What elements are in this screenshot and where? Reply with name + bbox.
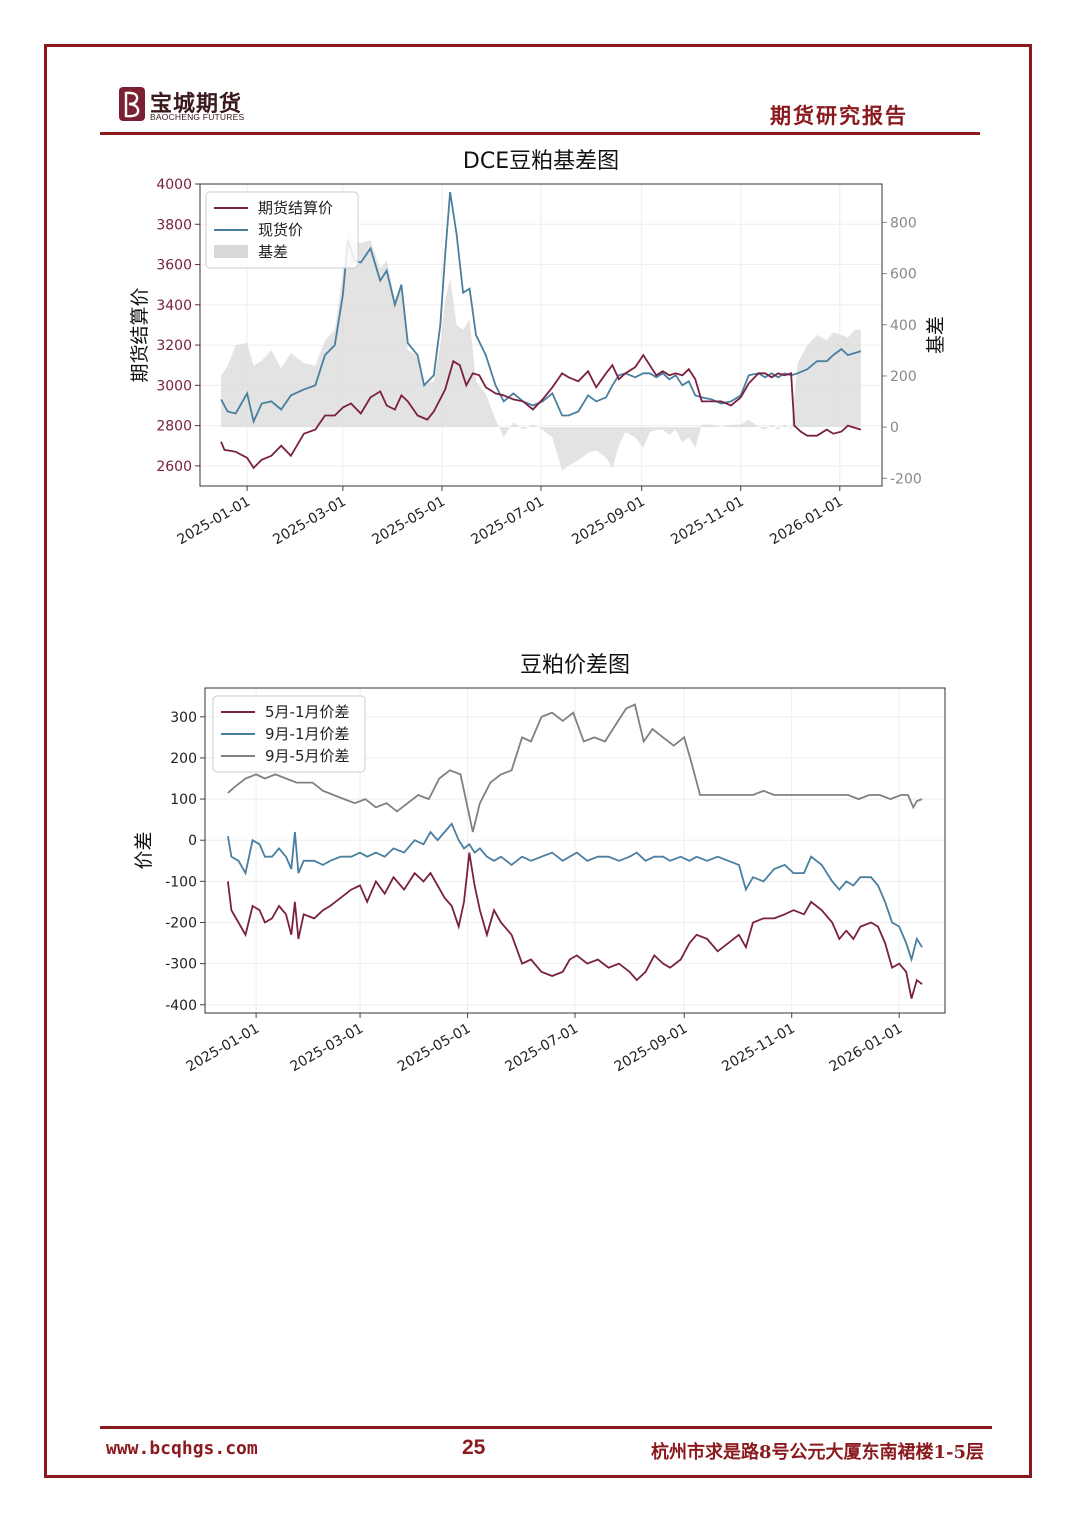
x-tick-label: 2025-09-01 bbox=[569, 494, 647, 549]
x-tick-label: 2025-01-01 bbox=[184, 1021, 262, 1076]
x-tick-label: 2025-11-01 bbox=[668, 494, 746, 549]
x-tick-label: 2026-01-01 bbox=[827, 1021, 905, 1076]
y-axis-label: 价差 bbox=[133, 831, 155, 869]
y-tick-label: 200 bbox=[170, 751, 197, 767]
y-right-tick-label: 200 bbox=[890, 369, 917, 385]
y-left-tick-label: 3200 bbox=[156, 338, 192, 354]
y-left-axis-label: 期货结算价 bbox=[129, 287, 151, 382]
legend-label: 期货结算价 bbox=[258, 199, 333, 217]
legend-label: 9月-1月价差 bbox=[265, 725, 350, 743]
spread-chart: 豆粕价差图 2025-01-01 2025-03-01 2025-05-01 2025-… bbox=[133, 653, 946, 1076]
chart-title: 豆粕价差图 bbox=[520, 653, 630, 678]
legend-swatch bbox=[214, 245, 248, 258]
y-left-tick-label: 4000 bbox=[156, 177, 192, 193]
header-divider bbox=[100, 132, 980, 135]
y-tick-label: 100 bbox=[170, 792, 197, 808]
y-tick-label: -200 bbox=[165, 915, 197, 931]
y-tick-label: -100 bbox=[165, 874, 197, 890]
series-line-spot bbox=[220, 191, 862, 425]
series-area-basis bbox=[221, 227, 861, 471]
x-tick-label: 2025-01-01 bbox=[175, 494, 253, 549]
basis-chart: DCE豆粕基差图 2025-01-01 2025-03-01 2025-05-01 20… bbox=[129, 149, 947, 549]
y-left-tick-label: 3600 bbox=[156, 258, 192, 274]
footer-address: 杭州市求是路8号公元大厦东南裙楼1-5层 bbox=[650, 1442, 984, 1463]
report-type-title: 期货研究报告 bbox=[770, 103, 908, 128]
footer-website[interactable]: www.bcqhgs.com bbox=[106, 1438, 258, 1459]
y-left-tick-label: 2600 bbox=[156, 459, 192, 475]
series-line-spread-5-1 bbox=[227, 852, 923, 999]
y-left-tick-label: 3400 bbox=[156, 298, 192, 314]
footer-divider bbox=[100, 1426, 992, 1429]
y-left-tick-label: 3800 bbox=[156, 217, 192, 233]
legend-label: 基差 bbox=[258, 243, 288, 261]
plot-border bbox=[204, 687, 946, 1014]
y-tick-label: 300 bbox=[170, 710, 197, 726]
y-right-tick-label: -200 bbox=[890, 471, 922, 487]
company-logo: 宝城期货 BAOCHENG FUTURES bbox=[118, 84, 268, 128]
y-left-tick-label: 3000 bbox=[156, 378, 192, 394]
legend-label: 5月-1月价差 bbox=[265, 703, 350, 721]
x-tick-label: 2025-09-01 bbox=[612, 1021, 690, 1076]
y-right-tick-label: 800 bbox=[890, 215, 917, 231]
legend-box bbox=[212, 695, 366, 773]
logo-english-name: BAOCHENG FUTURES bbox=[150, 112, 245, 122]
legend-label: 9月-5月价差 bbox=[265, 747, 350, 765]
y-right-tick-label: 400 bbox=[890, 318, 917, 334]
x-tick-label: 2025-07-01 bbox=[503, 1021, 581, 1076]
baocheng-logo-icon bbox=[119, 87, 145, 121]
series-line-futures bbox=[220, 353, 862, 470]
y-tick-label: -400 bbox=[165, 998, 197, 1014]
x-tick-label: 2025-05-01 bbox=[369, 494, 447, 549]
y-tick-label: 0 bbox=[188, 833, 197, 849]
y-right-tick-label: 0 bbox=[890, 420, 899, 436]
y-left-tick-label: 2800 bbox=[156, 419, 192, 435]
legend-label: 现货价 bbox=[258, 221, 303, 239]
x-tick-label: 2025-07-01 bbox=[469, 494, 547, 549]
logo-chinese-name: 宝城期货 bbox=[150, 91, 243, 117]
chart-title: DCE豆粕基差图 bbox=[463, 149, 619, 174]
y-tick-label: -300 bbox=[165, 957, 197, 973]
x-tick-label: 2025-03-01 bbox=[288, 1021, 366, 1076]
page-frame bbox=[44, 44, 1032, 1478]
chart-legend: 5月-1月价差 9月-1月价差 9月-5月价差 bbox=[212, 695, 366, 773]
series-line-spread-9-5 bbox=[227, 703, 923, 833]
x-tick-label: 2026-01-01 bbox=[767, 494, 845, 549]
series-line-spread-9-1 bbox=[227, 822, 923, 963]
plot-border bbox=[199, 183, 883, 487]
page-number: 25 bbox=[462, 1436, 486, 1459]
x-tick-label: 2025-11-01 bbox=[719, 1021, 797, 1076]
y-right-axis-label: 基差 bbox=[925, 316, 947, 354]
y-right-tick-label: 600 bbox=[890, 267, 917, 283]
x-tick-label: 2025-05-01 bbox=[395, 1021, 473, 1076]
x-tick-label: 2025-03-01 bbox=[270, 494, 348, 549]
